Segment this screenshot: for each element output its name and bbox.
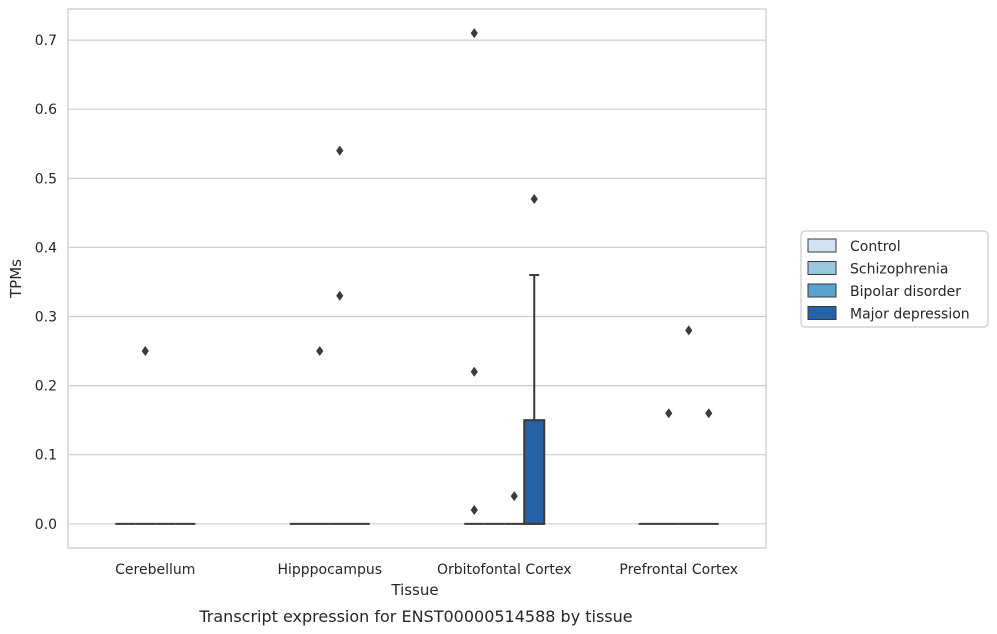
box-control xyxy=(464,28,485,525)
y-tick-label: 0.5 xyxy=(35,171,57,187)
y-tick-label: 0.6 xyxy=(35,102,57,118)
x-tick-label: Hipppocampus xyxy=(277,562,382,578)
outlier-point xyxy=(705,408,713,419)
y-tick-label: 0.7 xyxy=(35,33,57,49)
legend: Control Schizophrenia Bipolar disorder Majo… xyxy=(800,230,989,328)
x-tick-label: Prefrontal Cortex xyxy=(619,562,738,578)
box-bipolar-disorder xyxy=(329,145,350,525)
y-tick-label: 0.2 xyxy=(35,379,57,395)
legend-swatch xyxy=(807,238,837,253)
x-tick-label: Orbitofontal Cortex xyxy=(437,562,572,578)
box-schizophrenia xyxy=(658,408,679,525)
y-tick-label: 0.3 xyxy=(35,310,57,326)
outlier-point xyxy=(665,408,673,419)
chart-caption: Transcript expression for ENST0000051458… xyxy=(198,607,632,626)
x-tick-label: Cerebellum xyxy=(115,562,195,578)
grid-lines xyxy=(68,39,766,525)
box-major-depression xyxy=(698,408,719,525)
legend-frame xyxy=(800,230,989,328)
legend-label: Control xyxy=(850,239,901,255)
y-axis-label: TPMs xyxy=(7,259,25,299)
outlier-point xyxy=(336,145,344,156)
y-axis-ticks: 0.0 0.1 0.2 0.3 0.4 0.5 0.6 0.7 xyxy=(35,33,57,533)
box-schizophrenia xyxy=(309,346,330,525)
outlier-point xyxy=(510,491,518,502)
x-axis-ticks: Cerebellum Hipppocampus Orbitofontal Corte… xyxy=(115,562,738,578)
outlier-point xyxy=(141,346,149,357)
outlier-point xyxy=(316,346,324,357)
legend-swatch xyxy=(807,306,837,320)
outlier-point xyxy=(470,366,478,377)
outlier-point xyxy=(336,290,344,301)
outlier-point xyxy=(470,504,478,515)
legend-label: Major depression xyxy=(850,307,970,323)
outlier-point xyxy=(530,194,538,205)
legend-label: Schizophrenia xyxy=(850,262,948,278)
x-axis-label: Tissue xyxy=(390,581,438,599)
plot-marks xyxy=(115,28,719,525)
box-major-depression xyxy=(523,194,546,525)
box-bipolar-disorder xyxy=(504,491,525,525)
outlier-point xyxy=(685,325,693,336)
legend-swatch xyxy=(807,261,837,275)
legend-swatch xyxy=(807,283,837,298)
y-tick-label: 0.0 xyxy=(35,517,57,533)
y-tick-label: 0.4 xyxy=(35,240,57,256)
box-body xyxy=(523,419,546,525)
y-tick-label: 0.1 xyxy=(35,448,57,464)
outlier-point xyxy=(470,28,478,39)
box-schizophrenia xyxy=(135,346,156,525)
legend-label: Bipolar disorder xyxy=(850,284,961,300)
box-bipolar-disorder xyxy=(678,325,699,525)
plot-frame xyxy=(67,8,767,549)
